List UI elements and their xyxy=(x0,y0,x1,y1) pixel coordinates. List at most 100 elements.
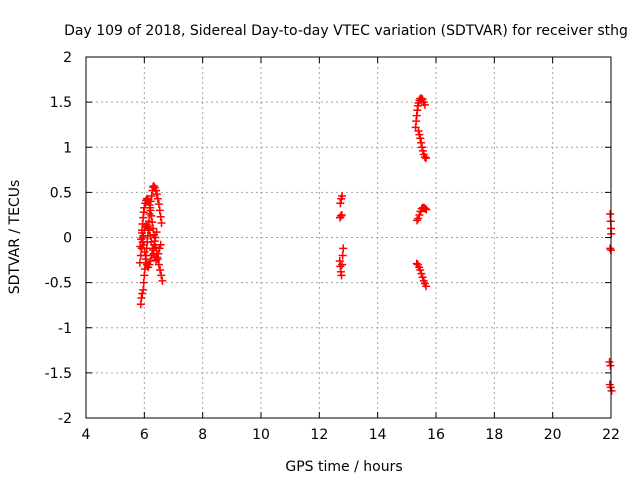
data-point xyxy=(338,251,347,260)
data-point xyxy=(144,197,153,206)
y-tick-label: 0.5 xyxy=(50,185,72,201)
data-point xyxy=(418,273,427,282)
x-tick-label: 10 xyxy=(252,427,270,443)
data-point xyxy=(146,256,155,265)
data-point xyxy=(605,358,614,367)
data-point xyxy=(414,127,423,136)
data-point xyxy=(422,205,431,214)
data-point xyxy=(139,240,148,249)
data-point xyxy=(337,271,346,280)
data-point xyxy=(140,203,149,212)
data-point xyxy=(152,186,160,195)
data-point xyxy=(418,146,427,155)
data-point xyxy=(139,278,148,287)
data-point xyxy=(155,244,164,253)
data-point xyxy=(157,219,166,228)
data-point xyxy=(149,224,158,233)
data-point xyxy=(146,206,155,215)
data-point xyxy=(146,231,155,240)
data-point xyxy=(415,130,424,139)
data-point xyxy=(148,218,157,227)
data-point xyxy=(150,240,159,249)
x-tick-label: 22 xyxy=(602,427,620,443)
data-point xyxy=(141,255,150,264)
data-point xyxy=(338,191,347,200)
x-tick-label: 4 xyxy=(82,427,91,443)
data-point xyxy=(417,138,426,147)
x-tick-label: 18 xyxy=(485,427,503,443)
data-point xyxy=(336,199,345,208)
data-point xyxy=(606,244,615,253)
data-point xyxy=(151,233,160,242)
data-points xyxy=(135,94,616,395)
data-point xyxy=(136,242,145,251)
y-tick-label: -2 xyxy=(58,411,72,427)
data-point xyxy=(415,210,424,219)
x-tick-label: 12 xyxy=(310,427,328,443)
data-point xyxy=(138,289,147,298)
x-tick-label: 16 xyxy=(427,427,445,443)
data-point xyxy=(413,216,422,225)
data-point xyxy=(339,244,348,253)
x-tick-label: 8 xyxy=(198,427,207,443)
data-point xyxy=(422,154,431,163)
data-point xyxy=(149,246,158,255)
data-point xyxy=(416,134,425,143)
y-tick-label: 1.5 xyxy=(50,95,72,111)
data-point xyxy=(418,143,426,152)
data-point xyxy=(135,258,144,267)
y-tick-label: -0.5 xyxy=(45,276,72,292)
data-point xyxy=(422,282,431,291)
x-tick-label: 20 xyxy=(544,427,562,443)
data-point xyxy=(154,249,163,258)
y-tick-label: 0 xyxy=(63,231,72,247)
data-point xyxy=(607,386,616,395)
y-tick-label: 1 xyxy=(63,140,72,156)
y-tick-label: -1 xyxy=(58,321,72,337)
x-tick-label: 14 xyxy=(369,427,387,443)
y-tick-label: 2 xyxy=(63,50,72,66)
data-point xyxy=(145,226,153,235)
data-point xyxy=(138,228,146,237)
data-point xyxy=(136,251,145,260)
data-point xyxy=(156,265,165,274)
data-point xyxy=(147,191,156,200)
data-point xyxy=(153,253,162,262)
data-point xyxy=(416,265,425,274)
data-point xyxy=(336,211,345,220)
y-axis-label: SDTVAR / TECUs xyxy=(7,180,23,295)
data-point xyxy=(147,251,156,260)
data-point xyxy=(153,194,162,203)
data-point xyxy=(143,195,152,204)
data-point xyxy=(138,233,147,242)
data-point xyxy=(140,247,149,256)
data-point xyxy=(149,182,158,191)
data-point xyxy=(143,222,152,231)
data-point xyxy=(152,228,161,237)
data-point xyxy=(606,361,615,370)
data-point xyxy=(145,260,154,269)
data-point xyxy=(417,269,426,278)
data-point xyxy=(137,235,146,244)
chart-title: Day 109 of 2018, Sidereal Day-to-day VTE… xyxy=(64,23,628,39)
data-point xyxy=(414,214,423,223)
data-point xyxy=(158,276,167,285)
data-point xyxy=(145,201,154,210)
data-point xyxy=(152,190,161,199)
x-tick-label: 6 xyxy=(140,427,149,443)
data-point xyxy=(157,271,166,280)
y-tick-label: -1.5 xyxy=(45,366,72,382)
x-axis-label: GPS time / hours xyxy=(285,459,402,475)
data-point xyxy=(147,211,156,220)
data-point xyxy=(337,210,346,219)
data-point xyxy=(154,260,163,269)
data-point xyxy=(155,206,164,215)
data-point xyxy=(420,100,429,109)
data-point xyxy=(142,220,151,229)
data-point xyxy=(606,210,615,219)
data-point xyxy=(137,293,146,302)
data-point xyxy=(421,204,430,213)
data-point xyxy=(154,200,163,209)
